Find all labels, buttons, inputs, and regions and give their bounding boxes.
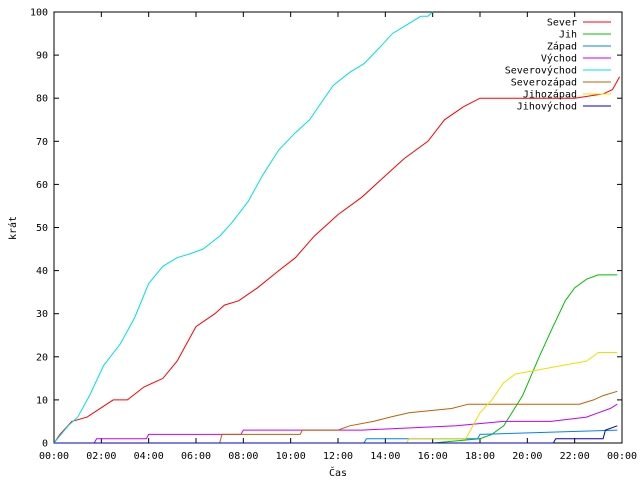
x-tick-label: 06:00 [181, 451, 211, 462]
y-tick-label: 100 [30, 8, 48, 19]
plot-area [53, 11, 623, 444]
x-tick-label: 22:00 [560, 451, 590, 462]
series-lines [53, 11, 621, 444]
y-tick-label: 70 [36, 137, 48, 148]
series-line-1 [53, 76, 621, 444]
x-tick-label: 00:00 [607, 451, 637, 462]
series-line-4 [54, 403, 618, 444]
x-tick-label: 00:00 [39, 451, 69, 462]
legend: SeverJihZápadVýchodSeverovýchodSeverozáp… [505, 18, 611, 113]
legend-label: Severozápad [511, 77, 577, 89]
y-tick-label: 60 [36, 180, 48, 191]
legend-label: Jihovýchod [517, 101, 577, 113]
x-tick-label: 08:00 [228, 451, 258, 462]
ticks: 0 10 20 30 40 50 60 70 80 90 100 00:00 02:00 04:00 06:… [30, 8, 637, 463]
x-tick-label: 18:00 [465, 451, 495, 462]
y-tick-label: 90 [36, 51, 48, 62]
legend-label: Jihozápad [523, 89, 577, 101]
series-line-8 [54, 425, 618, 444]
y-tick-label: 50 [36, 223, 48, 234]
x-tick-label: 12:00 [323, 451, 353, 462]
x-tick-label: 10:00 [276, 451, 306, 462]
y-tick-label: 80 [36, 94, 48, 105]
series-line-2 [54, 274, 618, 444]
series-line-6 [54, 390, 618, 444]
series-line-5 [53, 11, 434, 444]
y-tick-label: 20 [36, 352, 48, 363]
y-tick-label: 40 [36, 266, 48, 277]
y-tick-label: 10 [36, 395, 48, 406]
x-tick-label: 04:00 [134, 451, 164, 462]
x-tick-label: 20:00 [512, 451, 542, 462]
legend-label: Sever [547, 18, 577, 29]
series-line-7 [54, 352, 618, 444]
y-tick-label: 0 [42, 439, 48, 450]
x-tick-label: 16:00 [418, 451, 448, 462]
legend-label: Severovýchod [505, 65, 577, 77]
y-axis-title: krát [7, 216, 19, 240]
legend-label: Východ [541, 53, 577, 65]
x-axis-title: Čas [329, 466, 347, 479]
legend-label: Západ [547, 41, 577, 53]
legend-label: Jih [559, 30, 577, 41]
x-tick-label: 02:00 [86, 451, 116, 462]
y-tick-label: 30 [36, 309, 48, 320]
x-tick-label: 14:00 [370, 451, 400, 462]
